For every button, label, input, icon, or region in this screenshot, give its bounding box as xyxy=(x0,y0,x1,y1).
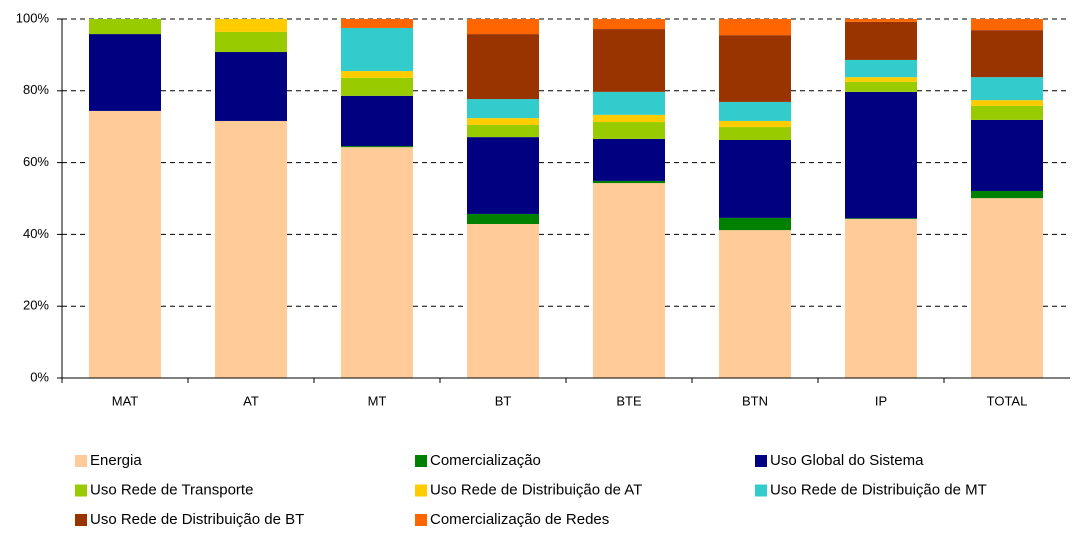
bar-segment xyxy=(341,19,413,28)
bar-segment xyxy=(971,105,1043,120)
bar-segment xyxy=(467,118,539,125)
bar-segment xyxy=(467,137,539,214)
bar-segment xyxy=(719,217,791,231)
bar-segment xyxy=(89,19,161,35)
y-tick-label: 60% xyxy=(23,154,49,169)
bar-segment xyxy=(593,19,665,30)
bar-segment xyxy=(845,19,917,22)
x-tick-label: BTE xyxy=(616,393,642,408)
x-tick-label: MT xyxy=(368,393,387,408)
bar-segment xyxy=(971,100,1043,106)
bar-segment xyxy=(341,146,413,148)
bar-segment xyxy=(593,183,665,378)
bar-segment xyxy=(971,30,1043,78)
x-tick-label: BT xyxy=(495,393,512,408)
bar-segment xyxy=(971,77,1043,101)
legend-label: Energia xyxy=(90,452,142,469)
bar-segment xyxy=(467,99,539,119)
legend-label: Uso Rede de Distribuição de BT xyxy=(90,511,304,528)
legend-label: Uso Rede de Transporte xyxy=(90,481,253,498)
bar-segment xyxy=(845,218,917,378)
bar-segment xyxy=(845,77,917,82)
x-tick-label: MAT xyxy=(112,393,139,408)
bar-segment xyxy=(719,127,791,140)
bar-segment xyxy=(845,81,917,92)
bar-segment xyxy=(467,213,539,224)
bar-segment xyxy=(467,34,539,100)
bar-segment xyxy=(593,122,665,139)
bar-segment xyxy=(845,21,917,60)
legend-swatch xyxy=(415,484,427,497)
bar-segment xyxy=(719,230,791,378)
bar-segment xyxy=(845,91,917,219)
legend-swatch xyxy=(755,484,767,497)
legend-label: Comercialização xyxy=(430,452,541,469)
bar-segment xyxy=(971,19,1043,31)
legend-label: Comercialização de Redes xyxy=(430,511,609,528)
bar-segment xyxy=(341,95,413,147)
legend-swatch xyxy=(75,484,87,497)
x-tick-label: AT xyxy=(243,393,259,408)
bar-segment xyxy=(341,147,413,378)
legend-swatch xyxy=(415,514,427,526)
bar-segment xyxy=(845,218,917,219)
x-tick-label: TOTAL xyxy=(987,393,1028,408)
y-tick-label: 40% xyxy=(23,226,49,241)
bar-segment xyxy=(845,59,917,78)
bar-segment xyxy=(719,19,791,36)
bar-segment xyxy=(593,91,665,115)
bar-segment xyxy=(215,52,287,121)
y-tick-label: 20% xyxy=(23,298,49,313)
legend-label: Uso Rede de Distribuição de AT xyxy=(430,481,642,498)
legend-swatch xyxy=(755,455,767,467)
bar-segment xyxy=(341,71,413,78)
legend-swatch xyxy=(75,455,87,467)
bar-segment xyxy=(719,35,791,102)
bar-segment xyxy=(89,110,161,379)
bar-segment xyxy=(341,27,413,72)
bar-segment xyxy=(593,138,665,181)
x-tick-label: IP xyxy=(875,393,887,408)
legend-swatch xyxy=(415,455,427,467)
bar-segment xyxy=(719,120,791,128)
bar-segment xyxy=(971,119,1043,191)
bar-segment xyxy=(719,139,791,218)
bar-segment xyxy=(467,19,539,35)
bar-segment xyxy=(593,180,665,184)
bar-segment xyxy=(467,223,539,378)
bar-segment xyxy=(89,34,161,111)
y-tick-label: 80% xyxy=(23,82,49,97)
legend-swatch xyxy=(75,514,87,526)
bar-segment xyxy=(971,190,1043,199)
bar-segment xyxy=(341,77,413,96)
bar-segment xyxy=(971,198,1043,378)
bar-segment xyxy=(215,120,287,379)
bar-segment xyxy=(719,101,791,121)
legend-label: Uso Rede de Distribuição de MT xyxy=(770,481,987,498)
bar-segment xyxy=(215,19,287,32)
x-tick-label: BTN xyxy=(742,393,768,408)
legend-label: Uso Global do Sistema xyxy=(770,452,924,469)
bar-segment xyxy=(593,29,665,92)
y-tick-label: 100% xyxy=(16,10,50,25)
y-tick-label: 0% xyxy=(30,369,49,384)
bar-segment xyxy=(593,114,665,123)
bar-segment xyxy=(467,124,539,138)
bar-segment xyxy=(215,31,287,53)
